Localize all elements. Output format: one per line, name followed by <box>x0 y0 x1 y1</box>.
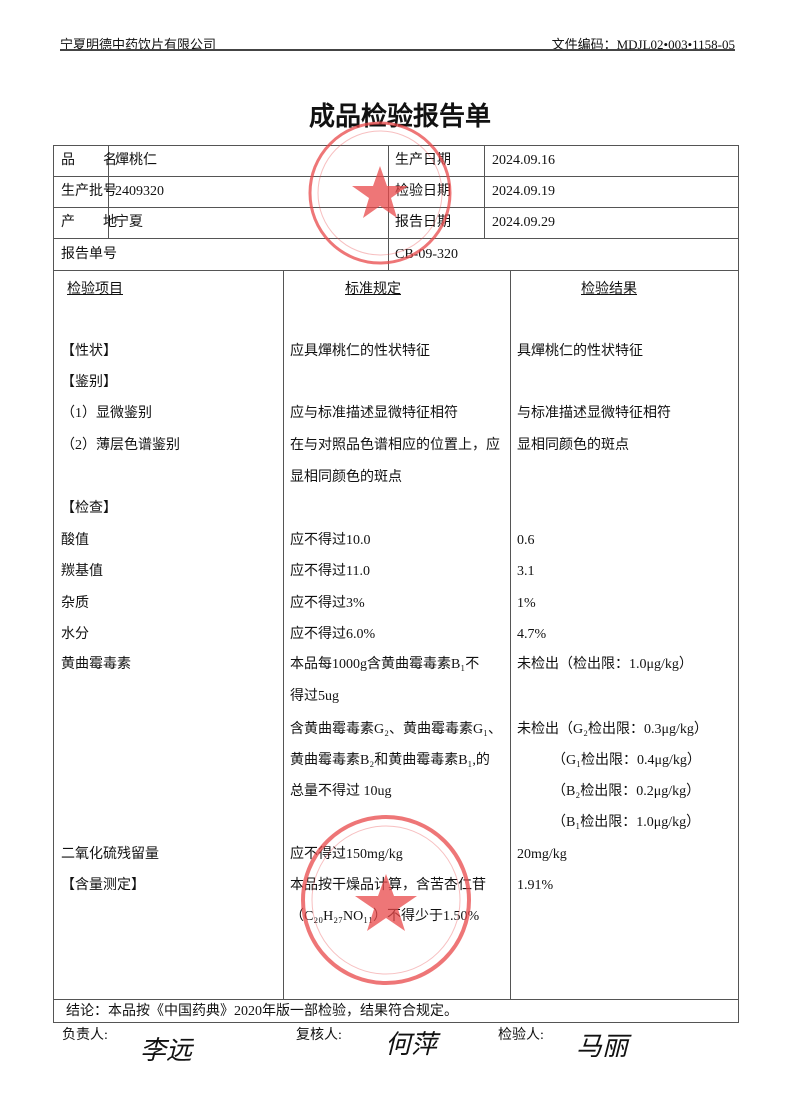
test-item: （2）薄层色谱鉴别 <box>61 438 180 453</box>
header-rule <box>60 49 735 51</box>
test-item: 【含量测定】 <box>61 878 145 893</box>
table-line <box>53 270 739 271</box>
stamp-ring <box>301 815 471 985</box>
test-standard: （C₂₀H₂₇NO₁₁）不得少于1.50% <box>290 909 480 924</box>
test-standard: 在与对照品色谱相应的位置上，应 <box>290 438 500 453</box>
inspector-label: 检验人: <box>498 1028 544 1043</box>
test-date-label: 检验日期 <box>395 184 451 199</box>
conclusion: 结论：本品按《中国药典》2020年版一部检验，结果符合规定。 <box>66 1004 458 1019</box>
batch-number: 2409320 <box>115 184 164 199</box>
test-standard: 应不得过11.0 <box>290 564 370 579</box>
report-date-label: 报告日期 <box>395 215 451 230</box>
table-line <box>283 270 284 999</box>
column-header-item: 检验项目 <box>67 282 123 297</box>
product-name: 燀桃仁 <box>115 153 157 168</box>
test-result: 1% <box>517 596 536 611</box>
page-title: 成品检验报告单 <box>308 102 491 132</box>
test-standard: 本品按干燥品计算，含苦杏仁苷 <box>290 878 486 893</box>
origin: 宁夏 <box>115 215 143 230</box>
report-date: 2024.09.29 <box>492 215 555 230</box>
test-standard: 含黄曲霉毒素G₂、黄曲霉毒素G₁、 <box>290 722 502 737</box>
reviewer-label: 复核人: <box>296 1028 342 1043</box>
table-line <box>53 999 739 1000</box>
test-result: （B₂检出限：0.2μg/kg） <box>517 784 701 799</box>
test-item: 【检查】 <box>61 501 117 516</box>
report-number-label: 报告单号 <box>61 247 117 262</box>
table-line <box>53 176 739 177</box>
test-result: 4.7% <box>517 627 547 642</box>
test-item: 杂质 <box>61 596 89 611</box>
company-name: 宁夏明德中药饮片有限公司 <box>60 37 217 52</box>
test-item: 黄曲霉毒素 <box>61 657 131 672</box>
test-standard: 黄曲霉毒素B₂和黄曲霉毒素B₁,的 <box>290 753 490 768</box>
test-item: 【鉴别】 <box>61 375 117 390</box>
test-standard: 应不得过10.0 <box>290 533 371 548</box>
table-line <box>388 145 389 270</box>
test-result: 1.91% <box>517 878 554 893</box>
test-result: 未检出（G₂检出限：0.3μg/kg） <box>517 722 708 737</box>
table-line <box>510 270 511 999</box>
test-item: 【性状】 <box>61 344 117 359</box>
test-result: 显相同颜色的斑点 <box>517 438 629 453</box>
responsible-label: 负责人: <box>62 1028 108 1043</box>
test-result: 具燀桃仁的性状特征 <box>517 344 643 359</box>
test-standard: 应与标准描述显微特征相符 <box>290 406 458 421</box>
test-result: 与标准描述显微特征相符 <box>517 406 671 421</box>
table-line <box>53 1022 739 1023</box>
table-line <box>53 207 739 208</box>
test-standard: 应不得过3% <box>290 596 365 611</box>
table-line <box>53 145 739 146</box>
test-result: 20mg/kg <box>517 847 567 862</box>
name-label: 品 名 <box>61 153 117 168</box>
test-item: 二氧化硫残留量 <box>61 847 159 862</box>
inspector-signature: 马丽 <box>576 1032 629 1062</box>
table-line <box>484 145 485 238</box>
origin-label: 产 地 <box>61 215 117 230</box>
test-standard: 应不得过150mg/kg <box>290 847 403 862</box>
test-item: 酸值 <box>61 533 89 548</box>
test-standard: 显相同颜色的斑点 <box>290 470 402 485</box>
test-item: （1）显微鉴别 <box>61 406 152 421</box>
document-code: 文件编码：MDJL02•003•1158-05 <box>551 37 735 52</box>
production-date: 2024.09.16 <box>492 153 555 168</box>
table-line <box>53 145 54 1022</box>
table-line <box>738 145 739 1022</box>
test-standard: 得过5ug <box>290 689 339 704</box>
test-date: 2024.09.19 <box>492 184 555 199</box>
responsible-signature: 李远 <box>140 1036 193 1066</box>
test-result: （B₁检出限：1.0μg/kg） <box>517 815 701 830</box>
production-date-label: 生产日期 <box>395 153 451 168</box>
test-result: （G₁检出限：0.4μg/kg） <box>517 753 701 768</box>
table-line <box>53 238 739 239</box>
test-result: 0.6 <box>517 533 535 548</box>
test-standard: 应具燀桃仁的性状特征 <box>290 344 430 359</box>
test-standard: 总量不得过 10ug <box>290 784 392 799</box>
test-result: 3.1 <box>517 564 535 579</box>
test-standard: 应不得过6.0% <box>290 627 376 642</box>
test-result: 未检出（检出限：1.0μg/kg） <box>517 657 693 672</box>
column-header-result: 检验结果 <box>581 282 637 297</box>
test-item: 羰基值 <box>61 564 103 579</box>
quality-inspection-seal <box>301 815 471 985</box>
table-line <box>108 145 109 238</box>
test-standard: 本品每1000g含黄曲霉毒素B₁不 <box>290 657 480 672</box>
batch-label: 生产批号 <box>61 184 117 199</box>
column-header-standard: 标准规定 <box>345 282 401 297</box>
report-number: CB-09-320 <box>395 247 458 262</box>
reviewer-signature: 何萍 <box>385 1030 438 1060</box>
test-item: 水分 <box>61 627 89 642</box>
